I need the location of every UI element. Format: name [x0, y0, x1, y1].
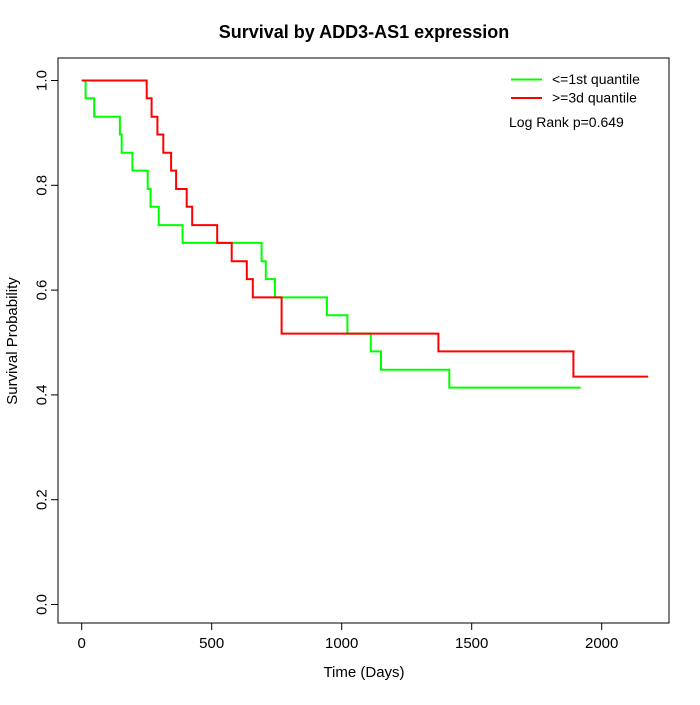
- y-tick-label: 0.0: [34, 594, 51, 615]
- x-tick-label: 500: [199, 635, 224, 652]
- plot-box: [57, 57, 670, 624]
- y-tick-label: 0.8: [34, 175, 51, 196]
- x-tick-label: 2000: [585, 635, 618, 652]
- km-curve-low-quantile: [81, 79, 581, 389]
- legend-label-red: >=3d quantile: [552, 90, 637, 106]
- y-tick-label: 1.0: [34, 70, 51, 91]
- y-tick-label: 0.2: [34, 489, 51, 510]
- chart-title: Survival by ADD3-AS1 expression: [219, 22, 509, 42]
- curves: [81, 79, 649, 389]
- log-rank-annotation: Log Rank p=0.649: [509, 114, 624, 130]
- x-axis: 0 500 1000 1500 2000: [78, 623, 618, 652]
- y-axis: 0.0 0.2 0.4 0.6 0.8 1.0: [34, 70, 58, 615]
- y-tick-label: 0.6: [34, 280, 51, 301]
- x-tick-label: 1500: [455, 635, 488, 652]
- legend-label-green: <=1st quantile: [552, 71, 640, 87]
- legend: <=1st quantile >=3d quantile Log Rank p=…: [509, 71, 640, 130]
- x-axis-title: Time (Days): [323, 664, 404, 681]
- y-axis-title: Survival Probability: [4, 277, 21, 405]
- x-tick-label: 1000: [325, 635, 358, 652]
- y-tick-label: 0.4: [34, 384, 51, 405]
- km-curve-high-quantile: [81, 79, 649, 378]
- x-tick-label: 0: [78, 635, 86, 652]
